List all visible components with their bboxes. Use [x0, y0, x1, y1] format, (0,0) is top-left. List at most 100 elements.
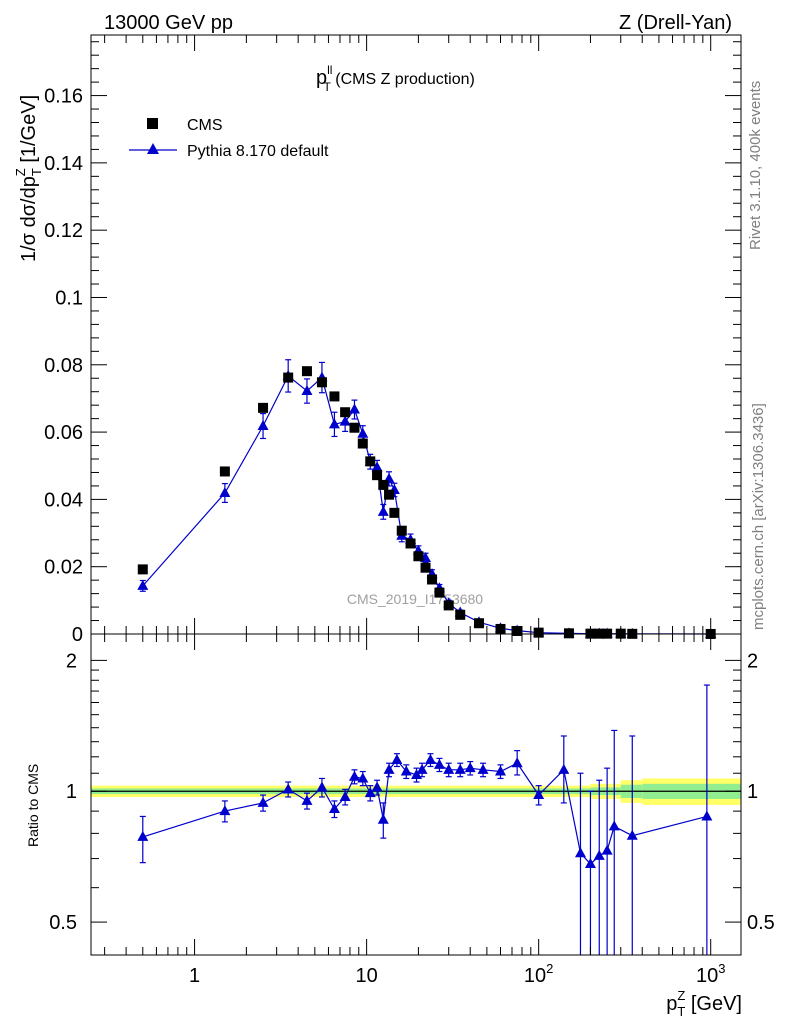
pythia-point	[301, 385, 313, 396]
top-ylabel-sub: T	[29, 168, 44, 176]
x-axis-label-rest: [GeV]	[685, 993, 742, 1015]
ratio-point	[137, 830, 149, 841]
cms-point	[316, 377, 327, 388]
y-tick-label: 0.08	[44, 355, 83, 377]
ratio-point	[424, 753, 436, 764]
cms-point	[349, 422, 360, 433]
chart-title-sub: T	[323, 80, 331, 94]
ratio-point	[416, 763, 428, 774]
x-tick-label-exp: 3	[718, 961, 725, 976]
chart-title-sup: ll	[327, 63, 332, 77]
x-axis-label: pTZ [GeV]	[666, 988, 742, 1019]
ratio-point	[282, 783, 294, 794]
pythia-point	[348, 403, 360, 414]
ratio-ylabel: Ratio to CMS	[25, 764, 41, 847]
ratio-point	[584, 858, 596, 869]
y-tick-label: 0.1	[55, 287, 83, 309]
y-tick-label: 0.06	[44, 422, 83, 444]
ratio-panel-axes: 0.5 0.5 1 1 2 2	[49, 634, 775, 955]
sidebar-rivet: Rivet 3.1.10, 400k events	[747, 81, 764, 250]
pythia-point	[357, 427, 369, 438]
y-tick-label: 0.02	[44, 557, 83, 579]
x-tick-label-base: 10	[696, 965, 718, 987]
ratio-point	[601, 844, 613, 855]
ratio-point	[511, 757, 523, 768]
ratio-point	[400, 765, 412, 776]
ratio-point	[257, 796, 269, 807]
x-tick-label: 1	[189, 965, 200, 987]
top-ylabel-pre: 1/σ dσ/dp	[18, 176, 40, 262]
ratio-panel-series	[137, 684, 713, 955]
watermark: CMS_2019_I1753680	[347, 591, 483, 607]
ratio-point	[574, 847, 586, 858]
x-axis-label-sup: Z	[677, 988, 685, 1003]
ratio-point	[348, 770, 360, 781]
cms-point	[357, 438, 368, 449]
y-tick-label: 0.16	[44, 86, 83, 108]
cms-point	[474, 618, 485, 629]
pythia-point	[137, 579, 149, 590]
cms-point	[405, 538, 416, 549]
cms-point	[389, 507, 400, 518]
ratio-y-tick-label-right: 2	[747, 650, 758, 672]
ratio-point	[433, 758, 445, 769]
cms-point	[365, 456, 376, 467]
cms-point	[372, 470, 383, 481]
ratio-point	[371, 781, 383, 792]
ratio-point	[608, 820, 620, 831]
cms-point	[384, 489, 395, 500]
ratio-point	[328, 803, 340, 814]
cms-point	[420, 562, 431, 573]
top-panel-axes: 0 0.02 0.04 0.06 0.08 0.1 0.12 0.14 0.16	[44, 35, 741, 646]
pythia-point	[371, 461, 383, 472]
ratio-point	[558, 763, 570, 774]
cms-point	[283, 372, 294, 383]
ratio-point	[219, 805, 231, 816]
legend-label-pythia: Pythia 8.170 default	[187, 143, 329, 160]
cms-point	[219, 466, 230, 477]
cms-point	[434, 587, 445, 598]
cms-point	[443, 600, 454, 611]
y-tick-label: 0.14	[44, 153, 83, 175]
x-tick-label: 10	[355, 965, 377, 987]
x-tick-label: 102	[524, 961, 553, 987]
x-tick-label-exp: 2	[546, 961, 553, 976]
pythia-point	[377, 505, 389, 516]
x-tick-label-base: 10	[355, 965, 377, 987]
cms-point	[413, 551, 424, 562]
ratio-point	[364, 787, 376, 798]
ratio-point	[339, 790, 351, 801]
top-ylabel: 1/σ dσ/dpTZ [1/GeV]	[13, 95, 44, 262]
y-tick-label: 0	[72, 624, 83, 646]
legend-marker-cms	[147, 118, 158, 129]
cms-point	[396, 525, 407, 536]
legend: CMS Pythia 8.170 default	[129, 117, 329, 160]
ratio-point	[494, 765, 506, 776]
ratio-panel-frame	[90, 633, 742, 956]
legend-marker-pythia	[147, 143, 159, 154]
ratio-point	[316, 781, 328, 792]
cms-point	[563, 628, 574, 639]
ratio-point	[377, 813, 389, 824]
cms-point	[137, 564, 148, 575]
ratio-y-tick-label-left: 0.5	[49, 912, 77, 934]
header-right: Z (Drell-Yan)	[619, 12, 732, 34]
ratio-y-tick-label-left: 1	[66, 781, 77, 803]
ratio-y-tick-label-left: 2	[66, 650, 77, 672]
ratio-y-tick-label-right: 0.5	[747, 912, 775, 934]
ratio-point	[357, 772, 369, 783]
chart-title-main: p	[316, 67, 327, 89]
pythia-point	[219, 486, 231, 497]
cms-point	[378, 479, 389, 490]
cms-point	[427, 574, 438, 585]
x-tick-label-base: 1	[189, 965, 200, 987]
x-tick-label-base: 10	[524, 965, 546, 987]
y-tick-label: 0.12	[44, 220, 83, 242]
ratio-point	[477, 763, 489, 774]
ratio-point	[301, 794, 313, 805]
x-axis-label-sub: T	[677, 1004, 685, 1019]
cms-point	[329, 391, 340, 402]
cms-point	[512, 625, 523, 636]
header-left: 13000 GeV pp	[104, 12, 233, 34]
